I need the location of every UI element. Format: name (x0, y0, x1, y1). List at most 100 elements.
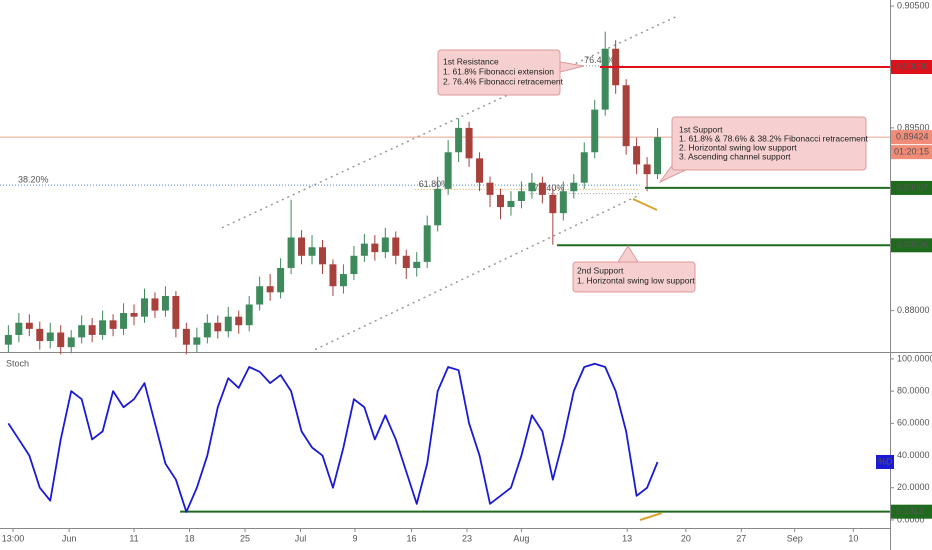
candle-body (78, 325, 86, 338)
legend-label: %D (878, 456, 893, 466)
candle-body (381, 237, 389, 253)
candle-body (308, 247, 316, 256)
candle-body (486, 182, 494, 195)
y-tick-label: 100.0000 (897, 353, 932, 363)
callout-text: 1. 61.8% Fibonacci extension (443, 66, 554, 76)
x-tick-label: 18 (185, 533, 195, 543)
candle-body (224, 316, 232, 332)
y-tick-label: 80.0000 (897, 386, 930, 396)
x-tick-label: 13:00 (2, 533, 25, 543)
candle-body (549, 194, 557, 214)
candle-body (277, 267, 285, 293)
fib-label: 38.20% (18, 175, 49, 185)
candle-body (193, 337, 201, 345)
callout-text: 1st Resistance (443, 56, 499, 66)
x-tick-label: Jul (295, 533, 307, 543)
x-tick-label: 16 (406, 533, 416, 543)
x-tick-label: 11 (129, 533, 138, 543)
annotation: 2nd Support 1. Horizontal swing low supp… (572, 245, 696, 293)
candle-body (67, 337, 75, 348)
candle-body (517, 191, 525, 201)
last-price-label-box (891, 130, 932, 145)
callout-text: 2. Horizontal swing low support (679, 142, 797, 152)
candle-body (570, 182, 578, 192)
callout-box (437, 49, 561, 96)
candle-body (413, 261, 421, 268)
candle-body (203, 322, 211, 338)
candle-body (633, 146, 641, 165)
candle-body (329, 264, 337, 287)
candle-body (360, 243, 368, 256)
x-tick-label: 9 (352, 533, 357, 543)
candle-body (591, 109, 599, 153)
candle-body (245, 304, 253, 326)
candle-body (182, 328, 190, 345)
candle-body (120, 313, 128, 329)
candle-body (287, 237, 295, 268)
stoch-title: Stoch (6, 358, 29, 368)
level-label-box (891, 238, 932, 253)
candle-body (99, 320, 107, 335)
candle-body (350, 255, 358, 275)
candle-body (538, 182, 546, 195)
candle-body (643, 164, 651, 175)
level-label-box (891, 504, 932, 519)
candle-body (371, 243, 379, 253)
y-tick-label: 60.0000 (897, 418, 930, 428)
candle-body (235, 316, 243, 326)
y-tick-label: 20.0000 (897, 482, 930, 492)
candle-body (130, 313, 138, 317)
x-tick-label: 20 (681, 533, 691, 543)
candle-body (161, 295, 169, 311)
candle-body (151, 298, 159, 311)
callout-text: 1. Horizontal swing low support (577, 275, 695, 285)
y-tick-label: 0.89500 (897, 122, 930, 132)
candle-body (25, 322, 33, 329)
candle-body (339, 274, 347, 287)
candle-body (402, 255, 410, 268)
stoch-line (7, 362, 659, 513)
annotation: 1st Resistance 1. 61.8% Fibonacci extens… (437, 49, 585, 96)
fib-label: 76.40% (584, 55, 615, 65)
candle-body (580, 152, 588, 183)
callout-text: 1. 61.8% & 78.6% & 38.2% Fibonacci retra… (679, 133, 869, 143)
candle-body (140, 298, 148, 317)
candle-body (15, 322, 23, 335)
x-tick-label: 23 (462, 533, 472, 543)
candle-body (476, 158, 484, 183)
candle-body (444, 152, 452, 189)
y-tick-label: 40.0000 (897, 450, 930, 460)
x-tick-label: 10 (848, 533, 858, 543)
y-tick-label: 0.88000 (897, 305, 930, 315)
countdown: 01:20:15 (894, 147, 929, 157)
candle-body (601, 48, 609, 110)
candle-body (622, 85, 630, 147)
level-label: 0.90000 (896, 61, 929, 71)
candle-body (496, 194, 504, 208)
candle-body (528, 182, 536, 192)
level-label-box (891, 59, 932, 74)
y-tick-label: 0.0000 (897, 514, 925, 524)
level-label: 5.1313 (896, 506, 924, 516)
candle-body (36, 328, 44, 342)
level-label: 0.88536 (896, 240, 929, 250)
x-tick-label: 13 (622, 533, 632, 543)
callout-text: 2nd Support (577, 265, 624, 275)
callout-text: 3. Ascending channel support (679, 151, 791, 161)
candle-body (266, 286, 274, 293)
candle-body (298, 237, 306, 256)
x-tick-label: Aug (513, 533, 529, 543)
legend-box (876, 454, 894, 469)
candle-body (109, 320, 117, 329)
candle-body (455, 127, 463, 153)
callout-box (572, 261, 696, 293)
x-tick-label: Jun (62, 533, 77, 543)
candle-body (392, 237, 400, 256)
y-tick-label: 0.90500 (897, 0, 930, 10)
divergence-mark (632, 198, 658, 211)
candle-body (88, 325, 96, 335)
candle-body (214, 322, 222, 332)
last-price-label: 0.89424 (896, 132, 929, 142)
callout-box (671, 116, 867, 171)
